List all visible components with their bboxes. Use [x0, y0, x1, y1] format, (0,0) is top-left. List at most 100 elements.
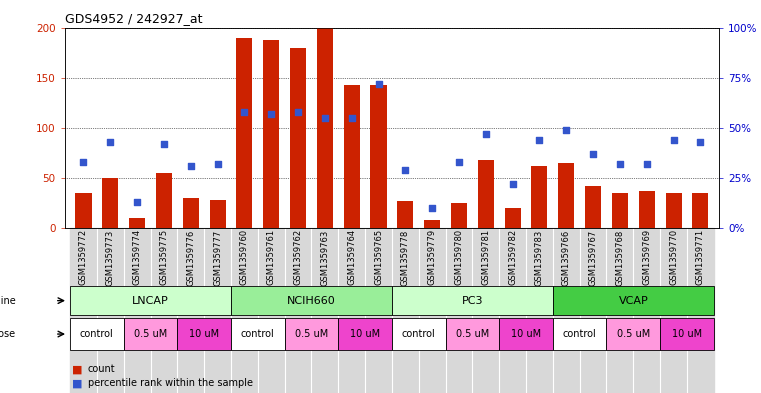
Point	[372, 81, 384, 87]
Text: VCAP: VCAP	[619, 296, 648, 306]
Point	[453, 159, 465, 165]
Text: control: control	[80, 329, 113, 339]
Text: 0.5 uM: 0.5 uM	[295, 329, 328, 339]
Bar	[290, 48, 306, 228]
Point	[131, 199, 143, 205]
Bar	[499, 228, 526, 393]
Text: 10 uM: 10 uM	[672, 329, 702, 339]
Bar	[451, 203, 467, 228]
Bar	[237, 38, 253, 228]
Text: GDS4952 / 242927_at: GDS4952 / 242927_at	[65, 12, 202, 25]
Bar	[70, 286, 231, 315]
Bar	[392, 228, 419, 393]
Bar	[317, 28, 333, 228]
Bar	[285, 318, 339, 350]
Text: control: control	[402, 329, 435, 339]
Bar	[75, 193, 91, 228]
Bar	[666, 193, 682, 228]
Bar	[499, 318, 552, 350]
Bar	[660, 318, 714, 350]
Bar	[419, 228, 445, 393]
Text: 10 uM: 10 uM	[511, 329, 541, 339]
Bar	[559, 163, 575, 228]
Point	[533, 137, 546, 143]
Point	[158, 141, 170, 147]
Bar	[531, 166, 547, 228]
Text: 0.5 uM: 0.5 uM	[134, 329, 167, 339]
Bar	[177, 228, 204, 393]
Point	[560, 127, 572, 133]
Bar	[552, 286, 714, 315]
Point	[641, 161, 653, 167]
Point	[319, 115, 331, 121]
Point	[614, 161, 626, 167]
Point	[667, 137, 680, 143]
Bar	[397, 201, 413, 228]
Text: 0.5 uM: 0.5 uM	[616, 329, 650, 339]
Text: LNCAP: LNCAP	[132, 296, 169, 306]
Bar	[311, 228, 339, 393]
Bar	[156, 173, 172, 228]
Text: 0.5 uM: 0.5 uM	[456, 329, 489, 339]
Bar	[612, 193, 628, 228]
Point	[104, 139, 116, 145]
Bar	[607, 228, 633, 393]
Bar	[231, 286, 392, 315]
Bar	[344, 84, 360, 228]
Bar	[445, 318, 499, 350]
Bar	[526, 228, 552, 393]
Point	[292, 108, 304, 115]
Bar	[445, 228, 473, 393]
Bar	[263, 40, 279, 228]
Bar	[177, 318, 231, 350]
Bar	[693, 193, 708, 228]
Bar	[231, 228, 258, 393]
Bar	[687, 228, 714, 393]
Bar	[473, 228, 499, 393]
Bar	[124, 228, 151, 393]
Bar	[285, 228, 311, 393]
Point	[479, 130, 492, 137]
Text: 10 uM: 10 uM	[189, 329, 219, 339]
Point	[507, 181, 519, 187]
Point	[694, 139, 706, 145]
Text: control: control	[241, 329, 275, 339]
Text: dose: dose	[0, 329, 16, 339]
Point	[212, 161, 224, 167]
Text: 10 uM: 10 uM	[350, 329, 380, 339]
Point	[78, 159, 90, 165]
Text: PC3: PC3	[462, 296, 483, 306]
Bar	[633, 228, 660, 393]
Bar	[660, 228, 687, 393]
Bar	[204, 228, 231, 393]
Bar	[478, 160, 494, 228]
Bar	[392, 318, 445, 350]
Bar	[231, 318, 285, 350]
Bar	[129, 218, 145, 228]
Bar	[97, 228, 124, 393]
Bar	[151, 228, 177, 393]
Bar	[505, 208, 521, 228]
Text: percentile rank within the sample: percentile rank within the sample	[88, 378, 253, 388]
Text: ■: ■	[72, 378, 83, 388]
Bar	[124, 318, 177, 350]
Bar	[365, 228, 392, 393]
Point	[185, 163, 197, 169]
Bar	[339, 228, 365, 393]
Bar	[371, 84, 387, 228]
Bar	[424, 220, 440, 228]
Point	[238, 108, 250, 115]
Bar	[607, 318, 660, 350]
Bar	[70, 228, 97, 393]
Bar	[585, 186, 601, 228]
Text: ■: ■	[72, 364, 83, 375]
Point	[345, 115, 358, 121]
Bar	[392, 286, 552, 315]
Bar	[258, 228, 285, 393]
Point	[265, 110, 277, 117]
Point	[400, 167, 412, 173]
Bar	[580, 228, 607, 393]
Bar	[183, 198, 199, 228]
Text: count: count	[88, 364, 115, 375]
Point	[426, 205, 438, 211]
